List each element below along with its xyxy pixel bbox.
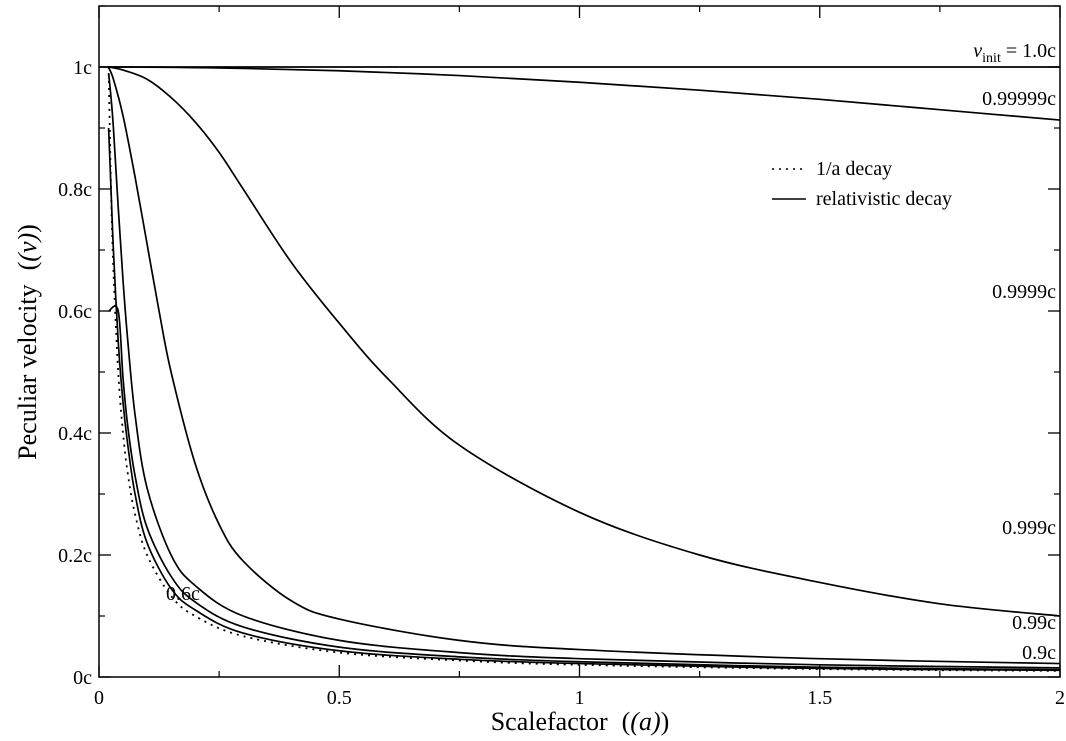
- curve-label-0.6c: 0.6c: [166, 583, 200, 605]
- series-0.9c: [107, 127, 1061, 672]
- series-0.99c: [107, 73, 1061, 669]
- series-0.9999c: [108, 66, 1061, 617]
- curve-label-0.999c: 0.999c: [1002, 517, 1056, 539]
- curve-label-0.99999c: 0.99999c: [982, 88, 1056, 110]
- y-axis-title: Peculiar velocity((v)): [13, 224, 42, 460]
- legend-label-relativistic-decay: relativistic decay: [816, 188, 952, 210]
- y-tick-label: 0.2c: [58, 545, 92, 567]
- y-tick-label: 0.8c: [58, 179, 92, 201]
- curve-label-vinit: vinit = 1.0c: [973, 40, 1056, 66]
- y-tick-label: 0.4c: [58, 423, 92, 445]
- y-tick-label: 0.6c: [58, 301, 92, 323]
- x-tick-label: 1.5: [807, 687, 832, 709]
- y-tick-label: 0c: [73, 667, 92, 689]
- legend-label-1a-decay: 1/a decay: [816, 158, 892, 180]
- curve-label-0.9c: 0.9c: [1022, 642, 1056, 664]
- plot-frame: [98, 5, 1061, 678]
- series-0.99999c: [108, 66, 1061, 121]
- series-1-a-decay: [107, 66, 1061, 672]
- ticks: 0 0.5 1 1.5 2 0c 0.2c 0.4c 0.6c 0.8c 1c: [58, 5, 1065, 709]
- legend: 1/a decay relativistic decay: [772, 158, 952, 210]
- series-0.999c: [107, 67, 1061, 665]
- curve-label-0.99c: 0.99c: [1012, 612, 1056, 634]
- series-0.6c: [108, 305, 1061, 671]
- x-tick-label: 1: [575, 687, 585, 709]
- curves: [99, 66, 1061, 672]
- y-tick-label: 1c: [73, 57, 92, 79]
- x-tick-label: 0.5: [327, 687, 352, 709]
- x-axis-title: Scalefactor ((a)): [491, 707, 670, 736]
- x-tick-label: 2: [1055, 687, 1065, 709]
- curve-label-0.9999c: 0.9999c: [992, 281, 1056, 303]
- x-tick-label: 0: [94, 687, 104, 709]
